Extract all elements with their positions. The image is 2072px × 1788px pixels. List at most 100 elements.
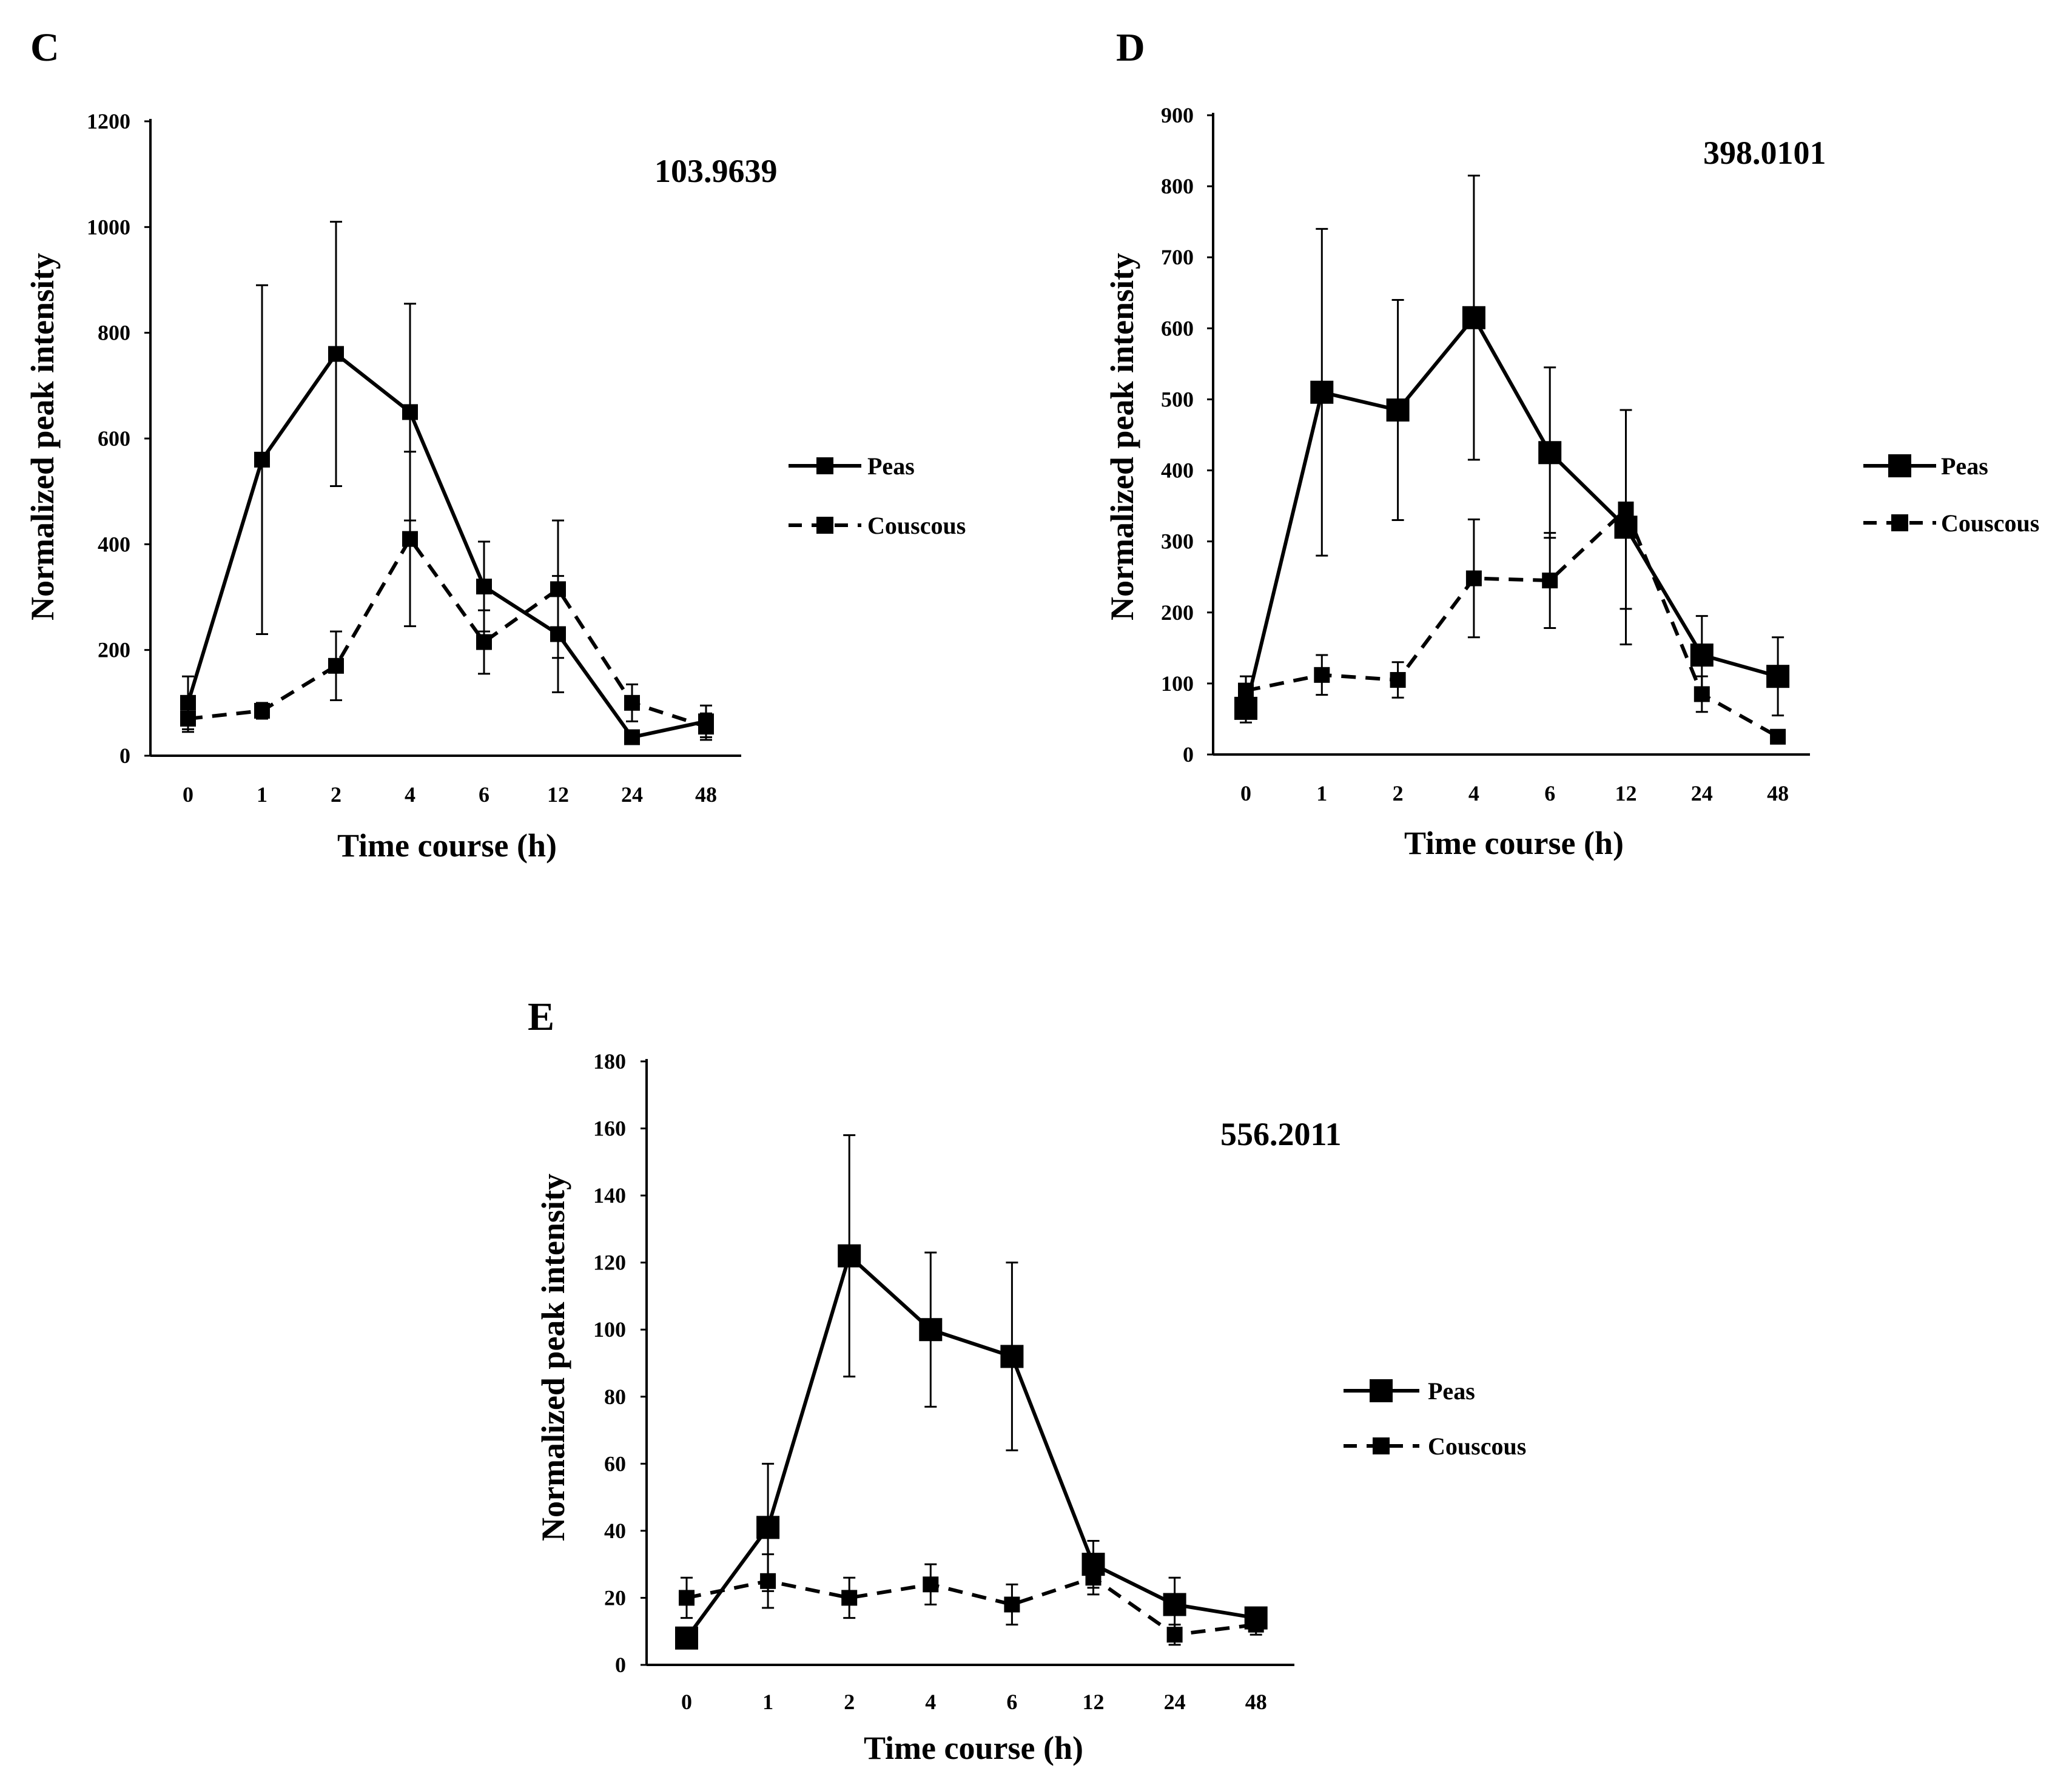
data-point-peas (1462, 306, 1485, 329)
data-point-couscous (1314, 667, 1330, 683)
data-point-couscous (254, 702, 270, 719)
legend-label-peas: Peas (867, 452, 915, 480)
data-point-peas (476, 579, 492, 595)
y-tick-label: 200 (1161, 600, 1194, 625)
y-tick-label: 100 (1161, 671, 1194, 696)
data-point-couscous (679, 1590, 695, 1606)
data-point-couscous (1465, 570, 1482, 586)
x-axis-title: Time course (h) (1404, 825, 1624, 861)
y-tick-label: 200 (98, 638, 130, 662)
x-tick-label: 1 (1316, 781, 1327, 805)
x-tick-label: 4 (925, 1690, 936, 1714)
y-tick-label: 400 (1161, 459, 1194, 483)
data-point-couscous (328, 657, 344, 674)
mz-annotation: 556.2011 (1220, 1116, 1342, 1152)
data-point-couscous (402, 531, 418, 547)
x-tick-label: 48 (695, 782, 717, 807)
x-tick-label: 4 (405, 782, 415, 807)
x-tick-label: 1 (257, 782, 267, 807)
mz-annotation: 103.9639 (654, 153, 778, 189)
x-tick-label: 12 (1083, 1690, 1105, 1714)
data-point-peas (254, 451, 270, 468)
plot-area (1234, 175, 1790, 745)
data-point-peas (838, 1244, 861, 1268)
panel-letter: E (528, 995, 554, 1039)
legend-label-peas: Peas (1941, 452, 1988, 480)
legend: Peas Couscous (789, 452, 966, 539)
y-axis-title: Normalized peak intensity (535, 1174, 571, 1541)
data-point-couscous (1004, 1596, 1020, 1613)
y-axis-title: Normalized peak intensity (1104, 253, 1140, 620)
y-tick-label: 160 (593, 1117, 626, 1141)
x-tick-label: 0 (681, 1690, 692, 1714)
y-tick-label: 0 (119, 744, 130, 768)
legend-label-peas: Peas (1428, 1377, 1475, 1405)
y-tick-label: 700 (1161, 245, 1194, 269)
y-tick-label: 800 (98, 321, 130, 345)
x-tick-label: 12 (1615, 781, 1637, 805)
legend-marker-couscous (1373, 1437, 1390, 1454)
series-line-couscous (1245, 507, 1779, 739)
legend-marker-peas (816, 457, 833, 474)
y-tick-label: 1200 (87, 109, 130, 133)
data-point-peas (328, 346, 344, 362)
y-tick-label: 20 (604, 1585, 626, 1610)
x-tick-label: 12 (547, 782, 569, 807)
series-line-peas (1244, 315, 1778, 709)
plot-area (675, 1134, 1268, 1650)
data-point-peas (1163, 1593, 1186, 1616)
y-tick-label: 180 (593, 1049, 626, 1074)
y-tick-label: 800 (1161, 174, 1194, 198)
y-tick-label: 600 (1161, 316, 1194, 340)
legend: Peas Couscous (1863, 452, 2039, 537)
data-point-peas (1766, 665, 1790, 688)
y-tick-label: 100 (593, 1317, 626, 1342)
x-tick-label: 2 (331, 782, 341, 807)
data-point-couscous (1390, 672, 1406, 688)
chart-panel-e: E 556.2011 Normalized peak intensity Tim… (528, 995, 1526, 1766)
legend-marker-peas (1888, 454, 1911, 477)
series-peas (180, 221, 714, 745)
data-point-peas (1000, 1345, 1024, 1368)
chart-panel-c: C 103.9639 Normalized peak intensity Tim… (24, 25, 966, 864)
data-point-couscous (624, 694, 640, 711)
data-point-couscous (1770, 728, 1786, 745)
chart-panel-d: D 398.0101 Normalized peak intensity Tim… (1104, 25, 2039, 861)
y-tick-label: 900 (1161, 103, 1194, 127)
y-tick-label: 400 (98, 532, 130, 556)
x-tick-label: 1 (762, 1690, 773, 1714)
series-line-peas (186, 352, 707, 739)
data-point-couscous (476, 634, 492, 650)
legend-label-couscous: Couscous (1428, 1433, 1526, 1460)
series-peas (675, 1134, 1268, 1650)
data-point-peas (919, 1318, 943, 1342)
y-tick-label: 40 (604, 1519, 626, 1543)
x-tick-label: 24 (1691, 781, 1713, 805)
x-tick-label: 2 (844, 1690, 855, 1714)
legend-label-couscous: Couscous (867, 512, 966, 539)
data-point-peas (1081, 1553, 1105, 1576)
data-point-peas (1538, 441, 1562, 465)
y-tick-label: 80 (604, 1385, 626, 1409)
y-tick-label: 140 (593, 1183, 626, 1208)
data-point-peas (698, 713, 714, 730)
legend: Peas Couscous (1344, 1377, 1526, 1460)
x-tick-label: 24 (621, 782, 643, 807)
y-tick-label: 120 (593, 1251, 626, 1275)
y-tick-label: 0 (1183, 742, 1194, 767)
legend-marker-couscous (1891, 514, 1908, 531)
data-point-peas (1386, 398, 1410, 422)
data-point-peas (1234, 696, 1257, 720)
legend-marker-couscous (816, 517, 833, 534)
data-point-peas (624, 729, 640, 745)
mz-annotation: 398.0101 (1703, 135, 1826, 171)
data-point-peas (550, 626, 566, 642)
y-tick-label: 1000 (87, 215, 130, 239)
x-tick-label: 6 (1544, 781, 1555, 805)
x-tick-label: 48 (1245, 1690, 1267, 1714)
y-tick-label: 300 (1161, 529, 1194, 554)
x-tick-label: 6 (479, 782, 489, 807)
